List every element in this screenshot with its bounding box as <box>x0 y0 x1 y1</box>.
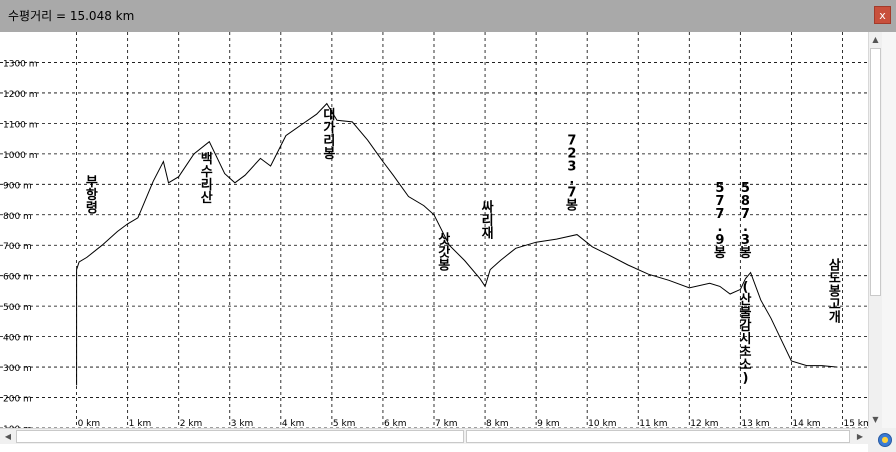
horizontal-scroll-thumb[interactable] <box>16 430 464 443</box>
x-tick-label: 13 km <box>741 419 769 428</box>
tick-labels: 0 km 1 km 2 km 3 km 4 km 5 km 6 km 7 km 8 km 9 km… <box>3 59 868 428</box>
y-tick-label: 200 m <box>3 395 32 405</box>
x-tick-label: 14 km <box>792 419 820 428</box>
scroll-down-arrow-icon[interactable]: ▼ <box>869 412 882 428</box>
y-tick-label: 700 m <box>3 242 32 252</box>
globe-icon[interactable]: ● <box>878 433 892 447</box>
title-bar: 수평거리 = 15.048 km x <box>0 0 896 32</box>
x-tick-label: 15 km <box>843 419 868 428</box>
elevation-chart: 0 km 1 km 2 km 3 km 4 km 5 km 6 km 7 km 8 km 9 km… <box>0 32 868 428</box>
y-tick-label: 800 m <box>3 212 32 222</box>
horizontal-scrollbar[interactable]: ◀ ▶ <box>0 428 868 444</box>
vertical-scrollbar[interactable]: ▲ ▼ <box>868 32 882 428</box>
x-tick-label: 7 km <box>435 419 458 428</box>
y-tick-label: 900 m <box>3 181 32 191</box>
peak-label-text: (산 불 감 시 초 소) <box>739 280 751 386</box>
peak-label: (산 불 감 시 초 소) <box>739 280 751 386</box>
x-tick-label: 12 km <box>690 419 718 428</box>
y-tick-label: 300 m <box>3 364 32 374</box>
x-tick-label: 1 km <box>129 419 152 428</box>
x-tick-label: 0 km <box>78 419 101 428</box>
grid-lines <box>0 32 868 428</box>
elevation-profile-line <box>76 102 838 386</box>
y-tick-label: 600 m <box>3 273 32 283</box>
x-tick-label: 9 km <box>537 419 560 428</box>
y-tick-label: 100 m <box>3 425 32 428</box>
right-edge-strip <box>882 32 896 428</box>
x-tick-label: 3 km <box>231 419 254 428</box>
x-tick-label: 4 km <box>282 419 305 428</box>
close-button[interactable]: x <box>874 6 891 24</box>
x-tick-label: 5 km <box>333 419 356 428</box>
y-tick-label: 1300 m <box>3 59 38 69</box>
x-tick-label: 2 km <box>180 419 203 428</box>
scrollbar-corner: ● <box>868 428 896 452</box>
y-tick-label: 1100 m <box>3 120 38 130</box>
horizontal-scroll-track-segment[interactable] <box>466 430 850 443</box>
x-tick-label: 11 km <box>639 419 667 428</box>
scroll-left-arrow-icon[interactable]: ◀ <box>4 432 12 441</box>
x-tick-label: 8 km <box>486 419 509 428</box>
x-tick-label: 10 km <box>588 419 616 428</box>
y-tick-label: 1000 m <box>3 151 38 161</box>
series-layer <box>76 102 838 386</box>
y-tick-label: 500 m <box>3 303 32 313</box>
scroll-right-arrow-icon[interactable]: ▶ <box>856 432 864 441</box>
x-tick-label: 6 km <box>384 419 407 428</box>
scroll-up-arrow-icon[interactable]: ▲ <box>869 32 882 48</box>
peak-labels: 부 항 령 백 수 리 산 대 가 리 봉삿 갓 봉 싸 리 재 7 2 3. 7 봉 5 7 7. 9 봉 5 8 7. 3 봉 (산 불 감 시… <box>86 108 841 386</box>
vertical-scroll-thumb[interactable] <box>870 48 881 296</box>
y-tick-label: 1200 m <box>3 90 38 100</box>
window-title: 수평거리 = 15.048 km <box>8 9 135 23</box>
y-tick-label: 400 m <box>3 334 32 344</box>
